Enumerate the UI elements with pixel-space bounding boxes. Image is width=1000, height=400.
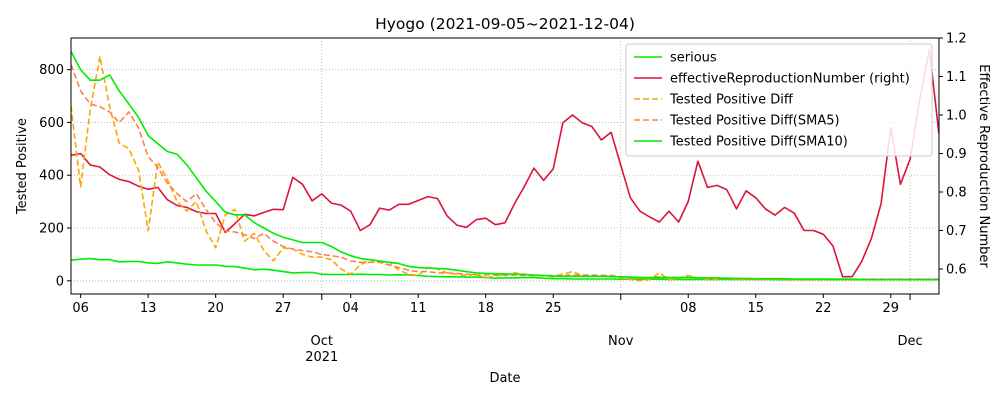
series-line-4 <box>71 50 939 281</box>
x-tick-label: Dec <box>897 334 922 349</box>
x-tick-label: 27 <box>275 301 292 316</box>
x-tick-label: 06 <box>72 301 89 316</box>
x-tick-label: Oct <box>311 334 333 349</box>
x-tick-label: 08 <box>680 301 697 316</box>
x-tick-label: 20 <box>207 301 224 316</box>
y-right-tick-label: 0.7 <box>946 224 967 239</box>
y-tick-label: 400 <box>39 169 64 184</box>
y-axis-left: 0 200 400 600 800 <box>39 63 71 289</box>
x-tick-label: 11 <box>410 301 427 316</box>
x-tick-label: 13 <box>140 301 157 316</box>
legend-label: Tested Positive Diff(SMA10) <box>669 135 848 150</box>
chart-title: Hyogo (2021-09-05~2021-12-04) <box>375 15 635 33</box>
legend-box <box>625 43 933 157</box>
legend: serious effectiveReproductionNumber (righ… <box>625 43 933 157</box>
plot-frame <box>70 37 940 295</box>
series-layer <box>71 48 939 282</box>
x-tick-label: 04 <box>342 301 359 316</box>
x-tick-label: 25 <box>545 301 562 316</box>
x-tick-label: 29 <box>883 301 900 316</box>
x-tick-label: 18 <box>477 301 494 316</box>
y-right-tick-label: 1.2 <box>946 32 967 47</box>
legend-label: Tested Positive Diff(SMA5) <box>669 114 840 129</box>
y-axis-label-right: Effective Reproduction Number <box>976 64 991 268</box>
y-right-tick-label: 1.1 <box>946 70 967 85</box>
y-right-tick-label: 0.9 <box>946 147 967 162</box>
legend-label: effectiveReproductionNumber (right) <box>670 72 910 87</box>
x-axis-label: Date <box>489 371 520 386</box>
y-right-tick-label: 0.6 <box>946 262 967 277</box>
x-tick-label: 22 <box>815 301 832 316</box>
y-right-tick-label: 1.0 <box>946 108 967 123</box>
y-axis-right: 0.6 0.7 0.8 0.9 1.0 1.1 1.2 <box>939 32 967 277</box>
x-tick-label: Nov <box>608 334 634 349</box>
y-axis-label: Tested Positive <box>15 118 30 215</box>
y-tick-label: 600 <box>39 116 64 131</box>
legend-label: serious <box>670 51 717 66</box>
series-line-0 <box>71 257 939 281</box>
legend-label: Tested Positive Diff <box>669 93 794 108</box>
y-tick-label: 800 <box>39 63 64 78</box>
x-tick-sublabel: 2021 <box>305 350 338 365</box>
x-tick-label: 15 <box>747 301 764 316</box>
series-line-1 <box>71 48 939 278</box>
y-tick-label: 0 <box>56 274 64 289</box>
y-tick-label: 200 <box>39 222 64 237</box>
y-right-tick-label: 0.8 <box>946 185 967 200</box>
